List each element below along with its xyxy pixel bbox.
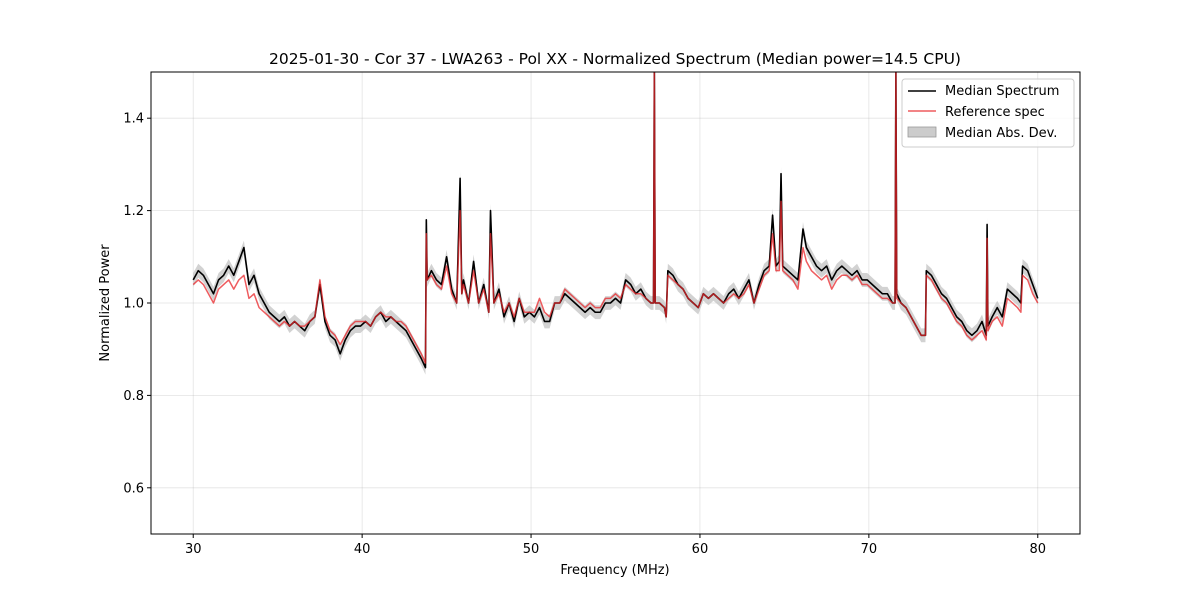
x-tick-label: 40 <box>354 542 371 557</box>
x-tick-label: 60 <box>692 542 709 557</box>
y-axis-ticks: 0.6 0.8 1.0 1.2 1.4 <box>123 112 151 496</box>
y-tick-label: 0.6 <box>123 481 144 496</box>
x-axis-label: Frequency (MHz) <box>560 563 669 578</box>
legend-reference-label: Reference spec <box>945 105 1045 120</box>
x-tick-label: 30 <box>185 542 202 557</box>
chart-title: 2025-01-30 - Cor 37 - LWA263 - Pol XX - … <box>269 50 961 68</box>
y-tick-label: 1.4 <box>123 112 144 127</box>
y-tick-label: 0.8 <box>123 389 144 404</box>
reference-spec-line <box>192 72 1039 364</box>
legend-mad-label: Median Abs. Dev. <box>945 126 1057 141</box>
x-tick-label: 70 <box>861 542 878 557</box>
x-tick-label: 80 <box>1029 542 1046 557</box>
y-axis-label: Normalized Power <box>98 244 113 362</box>
legend-median-label: Median Spectrum <box>945 84 1059 99</box>
plot-area <box>192 72 1039 375</box>
legend-mad-swatch <box>907 126 937 138</box>
x-axis-ticks: 30 40 50 60 70 80 <box>185 534 1046 557</box>
y-tick-label: 1.2 <box>123 204 144 219</box>
legend-box <box>901 78 1075 148</box>
y-tick-label: 1.0 <box>123 297 144 312</box>
x-tick-label: 50 <box>523 542 540 557</box>
legend: Median Spectrum Reference spec Median Ab… <box>901 78 1075 148</box>
